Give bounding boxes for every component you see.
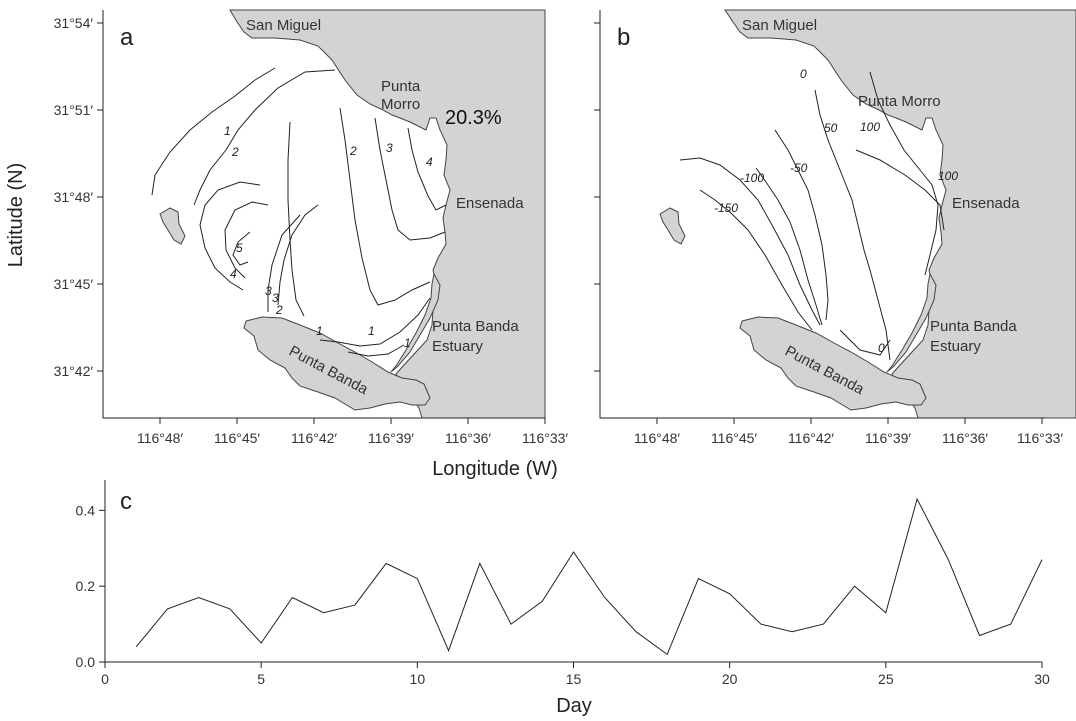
contour-label: 3 (265, 284, 272, 298)
contour-label: -150 (714, 201, 738, 215)
island-a (160, 208, 185, 244)
lon-tick-label: 116°36′ (445, 430, 491, 446)
lon-tick-label: 116°48′ (634, 430, 680, 446)
map-lon-axis-a: 116°48′ 116°45′ 116°42′ 116°39′ 116°36′ … (137, 418, 568, 446)
contour-label: 1 (224, 124, 231, 138)
place-estuary-1-b: Punta Banda (930, 318, 1017, 335)
x-tick-label: 0 (101, 671, 109, 687)
x-tick-label: 10 (410, 671, 426, 687)
lat-tick-label: 31°51′ (54, 102, 94, 118)
place-punta-a: Punta (381, 78, 421, 95)
place-san-miguel-b: San Miguel (742, 17, 817, 34)
contour-labels-a: 1 2 3 4 5 1 2 3 4 1 2 3 1 (224, 124, 433, 350)
lon-tick-label: 116°33′ (522, 430, 568, 446)
land-punta-banda-a (244, 317, 430, 410)
map-panel-b: 0 50 100 100 -50 -100 -150 0 b San Migue… (600, 10, 1076, 418)
lon-tick-label: 116°48′ (137, 430, 183, 446)
place-estuary-2-b: Estuary (930, 338, 981, 355)
place-estuary-1-a: Punta Banda (432, 318, 519, 335)
place-ensenada-b: Ensenada (952, 195, 1020, 212)
percent-label: 20.3% (445, 107, 502, 129)
panel-letter-a: a (120, 24, 134, 51)
axes-frame-c (105, 480, 1042, 662)
contour-label: 0 (800, 67, 807, 81)
map-lat-axis-a: 31°54′ 31°51′ 31°48′ 31°45′ 31°42′ (54, 15, 103, 379)
contour-label: 5 (236, 241, 243, 255)
map-lon-axis-b: 116°48′ 116°45′ 116°42′ 116°39′ 116°36′ … (634, 418, 1063, 446)
lon-tick-label: 116°36′ (942, 430, 988, 446)
contour-label: 0 (878, 341, 885, 355)
lon-tick-label: 116°42′ (788, 430, 834, 446)
lon-tick-label: 116°45′ (214, 430, 260, 446)
contour-label: 100 (938, 169, 958, 183)
contour-label: -100 (740, 171, 764, 185)
contour-label: 3 (386, 141, 393, 155)
land-punta-banda-b (740, 317, 926, 410)
contour-label: 4 (426, 155, 433, 169)
contour-label: 2 (231, 145, 239, 159)
map-ylabel: Latitude (N) (5, 163, 27, 268)
contour-label: 3 (272, 291, 279, 305)
lat-tick-label: 31°42′ (54, 363, 94, 379)
x-tick-label: 20 (722, 671, 738, 687)
lon-tick-label: 116°39′ (368, 430, 414, 446)
panel-letter-c: c (120, 488, 132, 515)
island-b (660, 208, 685, 244)
contour-label: 4 (230, 267, 237, 281)
x-tick-label: 5 (257, 671, 265, 687)
map-xlabel: Longitude (W) (432, 458, 558, 480)
series-line (136, 499, 1042, 654)
contour-label: 1 (368, 324, 375, 338)
contour-label: 50 (824, 121, 838, 135)
place-morro-a: Morro (381, 96, 420, 113)
place-punta-morro-b: Punta Morro (858, 93, 941, 110)
lat-tick-label: 31°48′ (54, 189, 94, 205)
contour-label: 1 (316, 324, 323, 338)
lon-tick-label: 116°45′ (711, 430, 757, 446)
contour-label: 1 (404, 336, 411, 350)
map-panel-a: 1 2 3 4 5 1 2 3 4 1 2 3 1 a 20.3% San Mi… (103, 10, 545, 418)
lon-tick-label: 116°39′ (865, 430, 911, 446)
line-chart-c: c 0.0 0.2 0.4 0 5 10 15 20 25 30 Day (76, 480, 1050, 717)
x-axis: 0 5 10 15 20 25 30 (101, 662, 1050, 687)
x-tick-label: 30 (1034, 671, 1050, 687)
y-tick-label: 0.4 (76, 502, 96, 518)
contour-label: 2 (349, 144, 357, 158)
x-tick-label: 25 (878, 671, 894, 687)
map-lat-axis-b (594, 23, 600, 371)
y-axis: 0.0 0.2 0.4 (76, 502, 105, 670)
contour-label: -50 (790, 161, 808, 175)
place-estuary-2-a: Estuary (432, 338, 483, 355)
panel-letter-b: b (617, 24, 630, 51)
chart-xlabel: Day (556, 695, 592, 717)
contour-label: 100 (860, 120, 880, 134)
y-tick-label: 0.0 (76, 654, 96, 670)
y-tick-label: 0.2 (76, 578, 96, 594)
place-ensenada-a: Ensenada (456, 195, 524, 212)
lon-tick-label: 116°42′ (291, 430, 337, 446)
contour-label: 2 (275, 303, 283, 317)
lat-tick-label: 31°54′ (54, 15, 94, 31)
place-san-miguel-a: San Miguel (246, 17, 321, 34)
lat-tick-label: 31°45′ (54, 276, 94, 292)
lon-tick-label: 116°33′ (1017, 430, 1063, 446)
x-tick-label: 15 (566, 671, 582, 687)
